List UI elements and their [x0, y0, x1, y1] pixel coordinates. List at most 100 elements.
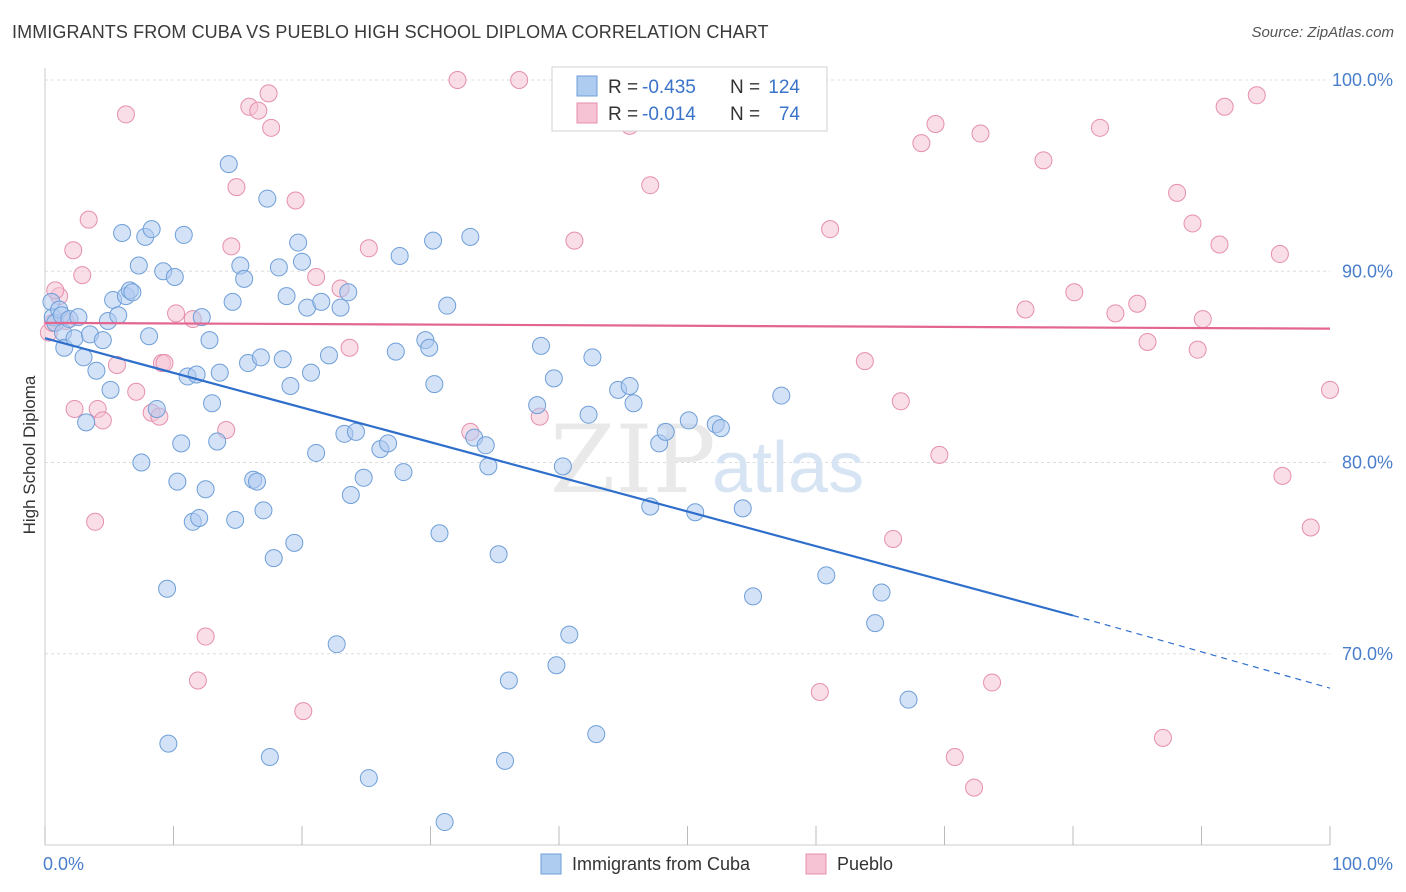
cuba-point: [165, 267, 184, 286]
pueblo-point: [510, 71, 529, 89]
cuba-point: [553, 457, 572, 476]
pueblo-point: [1270, 245, 1289, 264]
pueblo-point: [1210, 235, 1229, 254]
pueblo-point: [359, 239, 378, 258]
cuba-point: [101, 380, 120, 399]
cuba-point: [258, 189, 277, 208]
cuba-point: [866, 614, 885, 633]
pueblo-point: [1321, 380, 1339, 399]
cuba-point: [711, 419, 730, 438]
pueblo-point: [127, 382, 146, 401]
pueblo-point: [222, 237, 241, 256]
x-tick-label: 0.0%: [43, 854, 84, 874]
legend-n-label: N =: [730, 77, 760, 98]
legend-box: [551, 66, 828, 132]
pueblo-point: [93, 411, 112, 430]
y-axis-label: High School Diploma: [20, 375, 39, 534]
cuba-point: [140, 327, 159, 346]
pueblo-point: [1138, 333, 1157, 352]
pueblo-point: [64, 241, 83, 260]
pueblo-point: [641, 176, 660, 195]
cuba-point: [489, 545, 508, 564]
cuba-point: [331, 298, 350, 317]
cuba-point: [733, 499, 752, 518]
cuba-point: [289, 233, 308, 252]
pueblo-point: [1215, 97, 1234, 116]
source-label: Source: ZipAtlas.com: [1251, 24, 1394, 41]
axes: [44, 68, 1331, 846]
pueblo-point: [983, 673, 1002, 692]
pueblo-point: [930, 445, 949, 464]
cuba-point: [528, 396, 547, 415]
pueblo-point: [1188, 340, 1207, 359]
x-tick-label: 100.0%: [1332, 854, 1393, 874]
cuba-trend-line: [44, 337, 1074, 617]
cuba-point: [293, 252, 311, 271]
cuba-point: [312, 292, 331, 311]
cuba-point: [301, 363, 320, 382]
pueblo-point: [965, 778, 984, 797]
cuba-point: [420, 338, 439, 357]
cuba-point: [109, 306, 128, 325]
pueblo-point: [1065, 283, 1084, 302]
pueblo-point: [810, 683, 829, 701]
pueblo-point: [1016, 300, 1035, 319]
cuba-point: [424, 231, 443, 250]
cuba-point: [113, 224, 132, 242]
cuba-point: [123, 283, 142, 302]
cuba-point: [273, 350, 292, 369]
pueblo-point: [448, 71, 467, 89]
pueblo-point: [196, 627, 215, 646]
pueblo-point: [855, 352, 874, 371]
pueblo-point: [286, 191, 305, 210]
pueblo-point: [1153, 728, 1172, 747]
legend: R = -0.435 N = 124 R = -0.014 N = 74: [551, 66, 828, 132]
cuba-point: [74, 348, 93, 367]
cuba-point: [174, 225, 193, 244]
pueblo-point: [926, 114, 945, 133]
cuba-point: [251, 348, 270, 367]
cuba-point: [147, 399, 166, 418]
cuba-point: [254, 501, 273, 520]
pueblo-point: [262, 118, 281, 137]
cuba-point: [624, 394, 643, 413]
cuba-point: [203, 394, 222, 413]
pueblo-point: [912, 134, 931, 153]
pueblo-point: [1183, 214, 1202, 233]
cuba-point: [210, 363, 229, 382]
pueblo-point: [1034, 151, 1053, 170]
cuba-point: [425, 375, 444, 394]
pueblo-point: [188, 671, 207, 690]
pueblo-points: [39, 71, 1339, 797]
cuba-point: [168, 472, 187, 491]
cuba-point: [158, 579, 177, 598]
cuba-point: [264, 549, 283, 568]
cuba-point: [499, 671, 518, 690]
cuba-point: [438, 296, 457, 315]
cuba-point: [476, 436, 495, 455]
cuba-point: [461, 227, 480, 246]
pueblo-point: [79, 210, 98, 229]
cuba-point: [142, 220, 161, 239]
chart-title: IMMIGRANTS FROM CUBA VS PUEBLO HIGH SCHO…: [12, 22, 769, 42]
cuba-point: [430, 524, 449, 543]
cuba-point: [583, 348, 602, 367]
cuba-point: [281, 377, 300, 395]
cuba-point: [87, 361, 106, 380]
pueblo-point: [1090, 118, 1109, 137]
pueblo-point: [565, 231, 584, 250]
cuba-point: [817, 566, 836, 585]
gridlines: [45, 79, 1330, 655]
pueblo-point: [945, 748, 964, 767]
pueblo-point: [307, 267, 326, 286]
cuba-point: [223, 292, 242, 311]
pueblo-point: [65, 399, 84, 418]
legend-swatch-blue: [576, 75, 598, 97]
watermark-atlas: atlas: [712, 428, 864, 508]
cuba-point: [679, 411, 698, 430]
cuba-point: [208, 432, 227, 451]
legend-n-value: 124: [768, 77, 800, 98]
bottom-legend-label-pueblo: Pueblo: [837, 854, 893, 874]
legend-r-label: R =: [608, 104, 638, 125]
cuba-point: [190, 508, 209, 527]
